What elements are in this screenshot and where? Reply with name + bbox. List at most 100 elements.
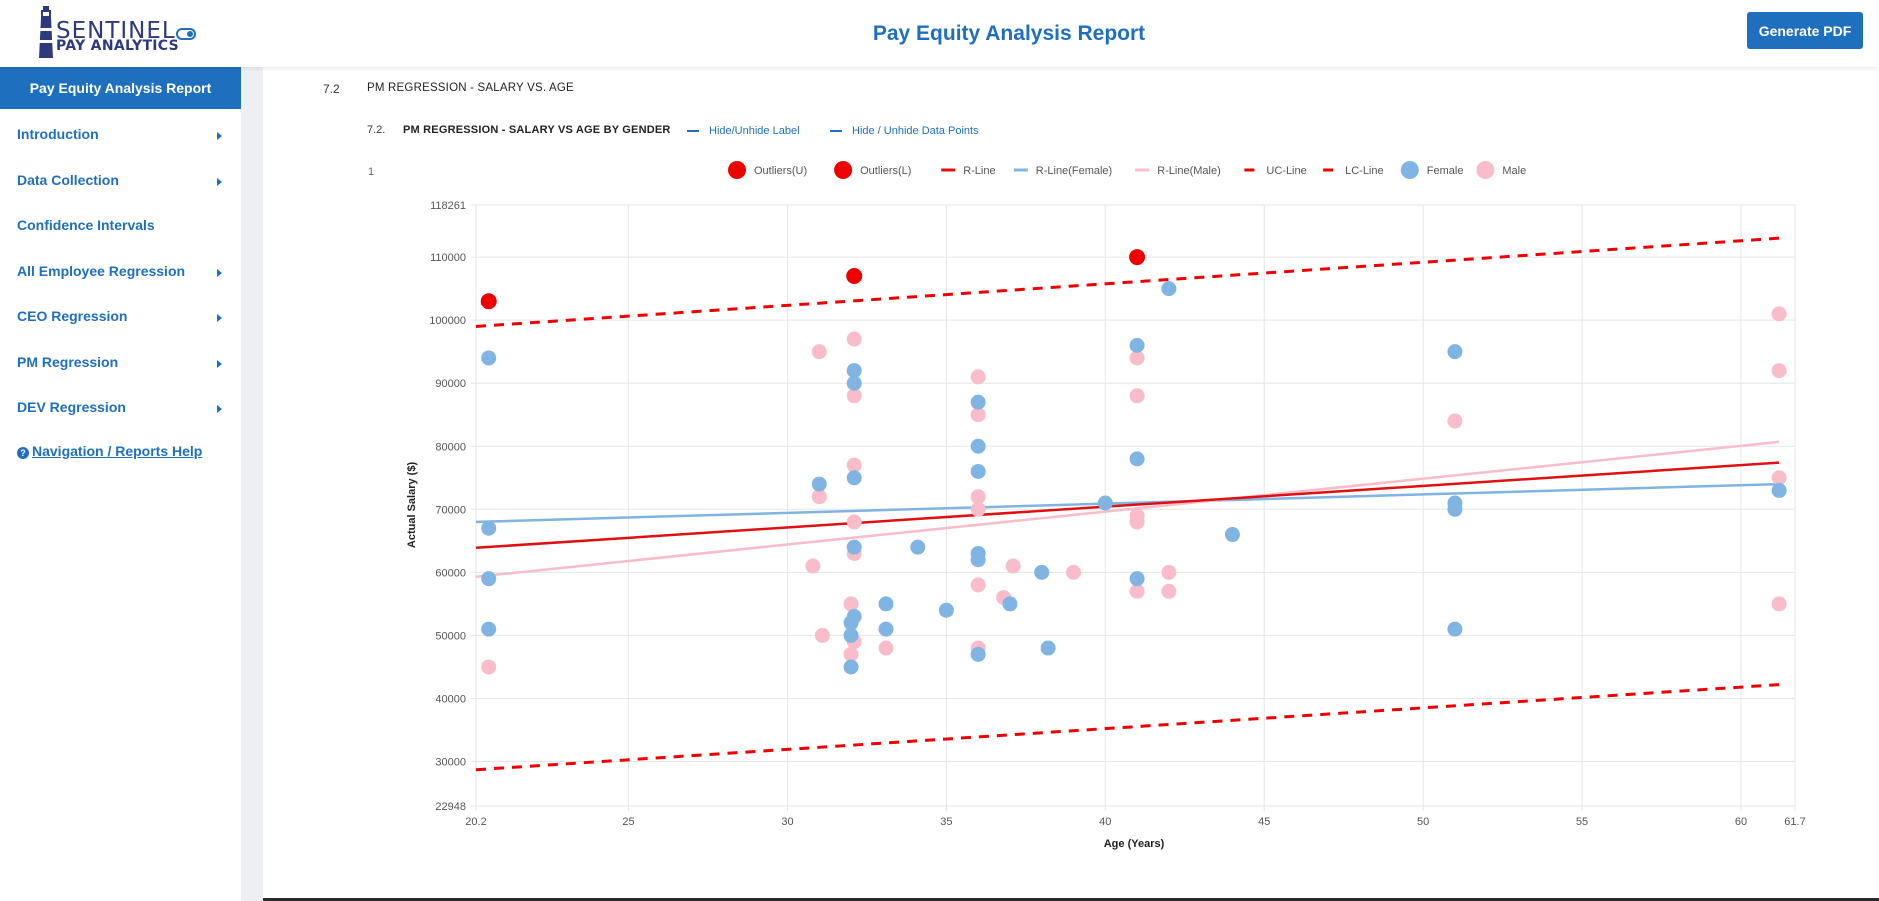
app-header: SENTINEL PAY ANALYTICS Pay Equity Analys… (0, 0, 1879, 67)
y-tick-label: 100000 (429, 315, 466, 327)
data-point-male (843, 596, 859, 612)
sidebar-item-data-collection[interactable]: Data Collection (0, 158, 241, 204)
y-tick-label: 70000 (435, 504, 466, 516)
sidebar-item-dev-regression[interactable]: DEV Regression (0, 385, 241, 431)
legend-item: Outliers(L) (834, 161, 911, 179)
data-point-male (1129, 350, 1145, 366)
data-point-male (970, 369, 986, 385)
figure-number: 1 (368, 166, 375, 178)
legend-label: Outliers(L) (860, 165, 911, 177)
regression-line-r-line-female- (475, 482, 1780, 524)
data-point-female (843, 627, 859, 643)
page-bottom-border (263, 898, 1879, 901)
hide-data-points-toggle[interactable]: Hide / Unhide Data Points (830, 125, 979, 137)
data-point-outliers-u (480, 293, 497, 310)
data-point-female (843, 615, 859, 631)
sidebar-item-confidence-intervals[interactable]: Confidence Intervals (0, 203, 241, 249)
y-tick-label: 22948 (435, 801, 466, 813)
data-point-male (805, 558, 821, 574)
data-point-male (970, 489, 986, 505)
x-axis-label: Age (Years) (1104, 838, 1165, 850)
data-point-male (1771, 470, 1787, 486)
chart-lines (475, 236, 1780, 772)
dash-icon (687, 130, 699, 133)
data-point-outliers-u (1129, 249, 1146, 266)
x-tick-label: 40 (1099, 816, 1111, 828)
question-circle-icon: ? (17, 446, 29, 459)
generate-pdf-button[interactable]: Generate PDF (1747, 12, 1863, 49)
legend-item: Male (1476, 161, 1526, 179)
navigation-help-link[interactable]: ? Navigation / Reports Help (0, 431, 241, 471)
theme-toggle[interactable] (176, 28, 196, 40)
legend-item: R-Line(Male) (1135, 165, 1221, 177)
sidebar-item-introduction[interactable]: Introduction (0, 112, 241, 158)
x-tick-label: 30 (781, 816, 793, 828)
data-point-male (811, 344, 827, 360)
data-point-male (846, 388, 862, 404)
data-point-female (1129, 571, 1145, 587)
data-point-female (846, 363, 862, 379)
data-point-female (970, 463, 986, 479)
legend-label: Outliers(U) (754, 165, 807, 177)
data-point-male (1129, 583, 1145, 599)
dash-icon (830, 130, 842, 133)
caret-right-icon (217, 405, 222, 413)
data-point-female (1002, 596, 1018, 612)
chart-ticks: 20.2 25 30 35 40 45 50 55 60 61.7 22948 30000 40000 5… (429, 200, 1805, 828)
data-point-male (1129, 388, 1145, 404)
data-point-male (846, 457, 862, 473)
sidebar-header[interactable]: Pay Equity Analysis Report (0, 67, 241, 109)
data-point-female (1161, 281, 1177, 297)
sidebar-item-label: CEO Regression (17, 308, 128, 324)
y-axis-label: Actual Salary ($) (406, 462, 418, 549)
x-tick-label: 55 (1576, 816, 1588, 828)
data-point-female (1129, 451, 1145, 467)
chart-grid (471, 204, 1796, 811)
sidebar-item-label: Data Collection (17, 171, 119, 188)
x-tick-label: 50 (1417, 816, 1429, 828)
sidebar-gutter (241, 67, 263, 901)
legend-swatch (834, 161, 853, 179)
y-tick-label: 80000 (435, 441, 466, 453)
data-point-male (843, 646, 859, 662)
data-point-male (878, 640, 894, 656)
sidebar-item-label: Confidence Intervals (17, 217, 155, 233)
regression-line-r-line-male- (475, 440, 1780, 579)
data-point-female (1034, 564, 1050, 580)
x-tick-label: 61.7 (1784, 816, 1805, 828)
data-point-female (481, 520, 497, 536)
data-point-female (1447, 501, 1463, 517)
hide-points-text: Hide / Unhide Data Points (852, 125, 979, 137)
data-point-female (846, 470, 862, 486)
x-tick-label: 20.2 (465, 816, 486, 828)
chart-points (480, 249, 1787, 675)
data-point-male (1005, 558, 1021, 574)
hide-label-toggle[interactable]: Hide/Unhide Label (687, 125, 800, 137)
data-point-female (1224, 527, 1240, 543)
data-point-female (878, 621, 894, 637)
subsection-title: PM REGRESSION - SALARY VS AGE BY GENDER (403, 124, 671, 136)
help-link-label: Navigation / Reports Help (32, 442, 203, 459)
data-point-female (1097, 495, 1113, 511)
sidebar-item-pm-regression[interactable]: PM Regression (0, 340, 241, 386)
data-point-female (846, 539, 862, 555)
caret-right-icon (217, 314, 222, 322)
data-point-female (481, 621, 497, 637)
logo[interactable]: SENTINEL PAY ANALYTICS (38, 6, 208, 58)
data-point-male (1161, 564, 1177, 580)
sidebar-item-all-employee-regression[interactable]: All Employee Regression (0, 249, 241, 295)
legend-label: UC-Line (1266, 165, 1306, 177)
legend-label: LC-Line (1345, 165, 1384, 177)
data-point-female (1040, 640, 1056, 656)
data-point-male (1066, 564, 1082, 580)
caret-right-icon (217, 132, 222, 140)
sidebar-item-ceo-regression[interactable]: CEO Regression (0, 294, 241, 340)
regression-line-uc-line (475, 236, 1780, 328)
x-tick-label: 60 (1735, 816, 1747, 828)
data-point-female (1447, 344, 1463, 360)
data-point-female (938, 602, 954, 618)
page-title: Pay Equity Analysis Report (872, 22, 1146, 45)
x-tick-label: 25 (622, 816, 634, 828)
section-title: PM REGRESSION - SALARY VS. AGE (367, 82, 574, 94)
